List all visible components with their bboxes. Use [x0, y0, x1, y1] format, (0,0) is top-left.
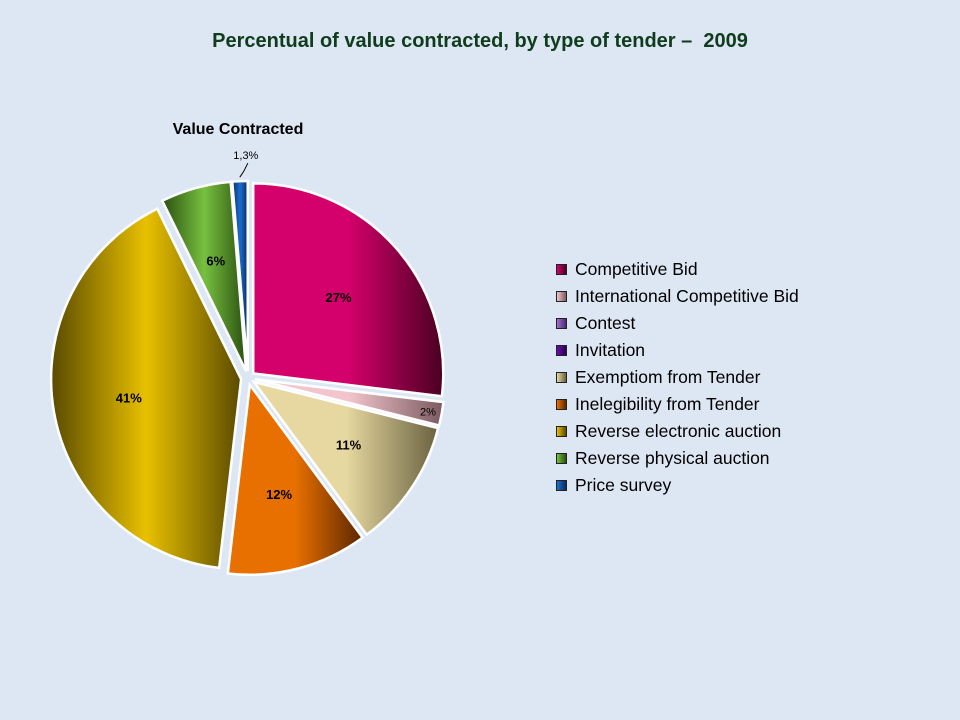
pie-slices: [49, 179, 445, 577]
legend-item-invitation: Invitation: [556, 337, 799, 364]
data-label-exemptiom-from-tender: 11%: [336, 437, 362, 452]
legend-item-inelegibility-from-tender: Inelegibility from Tender: [556, 391, 799, 418]
legend-label: Exemptiom from Tender: [575, 367, 761, 387]
legend-swatch: [556, 453, 567, 464]
pie-slice-competitive-bid: [251, 182, 445, 398]
legend-label: Price survey: [575, 475, 672, 495]
legend-swatch: [556, 264, 567, 275]
leader-line: [239, 162, 249, 178]
data-label-competitive-bid: 27%: [326, 290, 352, 305]
legend-label: Reverse physical auction: [575, 448, 770, 468]
data-label-reverse-physical-auction: 6%: [206, 253, 225, 268]
chart-title: Value Contracted: [173, 121, 304, 138]
legend-item-exemptiom-from-tender: Exemptiom from Tender: [556, 364, 799, 391]
legend-label: Reverse electronic auction: [575, 421, 782, 441]
legend-item-reverse-electronic-auction: Reverse electronic auction: [556, 418, 799, 445]
pie-slice-exemptiom-from-tender: [250, 379, 440, 537]
legend-swatch: [556, 345, 567, 356]
legend-item-competitive-bid: Competitive Bid: [556, 256, 799, 283]
legend-swatch: [556, 480, 567, 491]
legend-swatch: [556, 291, 567, 302]
pie-slice-reverse-physical-auction: [160, 180, 248, 372]
legend-label: Inelegibility from Tender: [575, 394, 760, 414]
legend-label: Competitive Bid: [575, 259, 698, 279]
legend-swatch: [556, 399, 567, 410]
chart-legend: Competitive Bid International Competitive…: [556, 256, 799, 499]
legend-item-contest: Contest: [556, 310, 799, 337]
pie-slice-reverse-electronic-auction: [49, 207, 243, 570]
legend-swatch: [556, 318, 567, 329]
legend-label: International Competitive Bid: [575, 286, 799, 306]
legend-swatch: [556, 372, 567, 383]
page-title: Percentual of value contracted, by type …: [212, 30, 748, 52]
data-label-inelegibility-from-tender: 12%: [266, 487, 292, 502]
pie-slice-inelegibility-from-tender: [226, 381, 365, 577]
pie-slice-price-survey: [230, 179, 249, 372]
legend-label: Contest: [575, 313, 636, 333]
legend-item-reverse-physical-auction: Reverse physical auction: [556, 445, 799, 472]
data-label-price-survey: 1,3%: [233, 150, 258, 162]
data-label-international-competitive-bid: 2%: [420, 406, 436, 418]
data-label-reverse-electronic-auction: 41%: [116, 391, 142, 406]
legend-item-international-competitive-bid: International Competitive Bid: [556, 283, 799, 310]
pie-slice-international-competitive-bid: [254, 378, 445, 428]
legend-swatch: [556, 426, 567, 437]
legend-item-price-survey: Price survey: [556, 472, 799, 499]
slice-labels: 27% 2% 11% 12% 41% 6% 1,3%: [116, 150, 436, 502]
legend-label: Invitation: [575, 340, 646, 360]
